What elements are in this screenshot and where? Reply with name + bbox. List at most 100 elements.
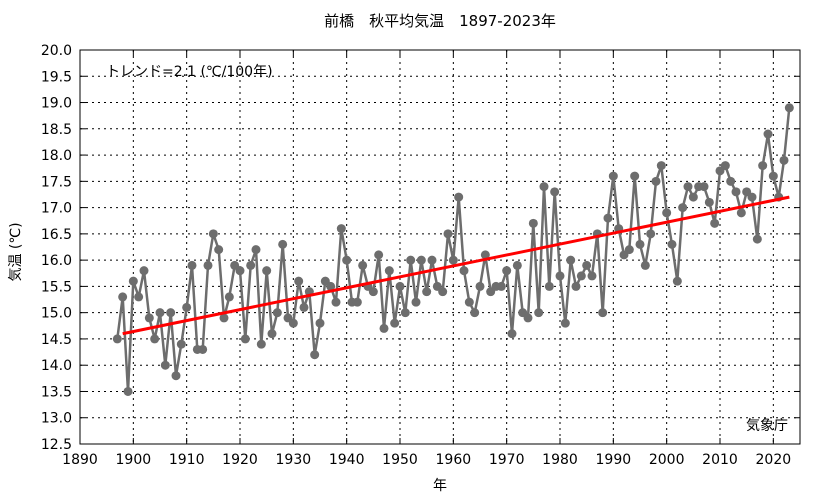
data-point <box>400 308 410 318</box>
x-axis-label: 年 <box>433 478 447 494</box>
data-point <box>166 308 176 318</box>
x-tick-label: 1990 <box>596 452 632 468</box>
data-point <box>144 313 154 323</box>
y-tick-label: 13.0 <box>41 411 72 427</box>
data-point <box>315 318 325 328</box>
data-point <box>187 260 197 270</box>
data-point <box>331 297 341 307</box>
data-point <box>678 203 688 213</box>
trend-annotation: トレンド=2.1 (℃/100年) <box>106 64 273 80</box>
data-point <box>656 161 666 171</box>
data-point <box>240 334 250 344</box>
data-point <box>688 192 698 202</box>
data-point <box>379 323 389 333</box>
data-point <box>758 161 768 171</box>
data-point <box>182 302 192 312</box>
data-point <box>422 287 432 297</box>
data-point <box>134 292 144 302</box>
data-point <box>128 276 138 286</box>
data-point <box>534 308 544 318</box>
data-point <box>262 266 272 276</box>
data-point <box>123 386 133 396</box>
data-point <box>667 239 677 249</box>
x-tick-label: 1940 <box>329 452 365 468</box>
data-point <box>587 271 597 281</box>
data-point <box>299 302 309 312</box>
data-point <box>246 260 256 270</box>
data-point <box>720 161 730 171</box>
trend-line <box>122 195 790 336</box>
data-point <box>214 245 224 255</box>
data-point <box>336 224 346 234</box>
data-point <box>406 255 416 265</box>
data-point <box>251 245 261 255</box>
data-point <box>736 208 746 218</box>
y-tick-label: 15.0 <box>41 306 72 322</box>
data-point <box>699 182 709 192</box>
data-point <box>112 334 122 344</box>
x-tick-label: 1960 <box>436 452 472 468</box>
x-tick-label: 2000 <box>649 452 685 468</box>
data-point <box>310 350 320 360</box>
data-point <box>566 255 576 265</box>
data-point <box>598 308 608 318</box>
y-tick-label: 12.5 <box>41 437 72 453</box>
data-point <box>528 218 538 228</box>
data-point <box>630 171 640 181</box>
data-point <box>219 313 229 323</box>
data-point <box>512 260 522 270</box>
data-point <box>523 313 533 323</box>
data-point <box>118 292 128 302</box>
data-point <box>763 129 773 139</box>
data-point <box>651 176 661 186</box>
data-point <box>352 297 362 307</box>
x-tick-label: 1890 <box>62 452 98 468</box>
data-point <box>198 344 208 354</box>
x-axis: 1890 1900 1910 1920 1930 1940 1950 1960 1970 1980… <box>62 50 791 468</box>
data-point <box>608 171 618 181</box>
data-point <box>779 155 789 165</box>
data-point <box>443 229 453 239</box>
data-point <box>374 250 384 260</box>
y-tick-label: 16.5 <box>41 227 72 243</box>
x-tick-label: 1980 <box>542 452 578 468</box>
x-tick-label: 1910 <box>169 452 205 468</box>
x-tick-label: 1930 <box>276 452 312 468</box>
trend-series <box>122 195 790 336</box>
data-point <box>176 339 186 349</box>
data-point <box>342 255 352 265</box>
data-point <box>459 266 469 276</box>
data-point <box>139 266 149 276</box>
data-point <box>368 287 378 297</box>
data-point <box>150 334 160 344</box>
data-point <box>278 239 288 249</box>
data-point <box>267 329 277 339</box>
data-point <box>272 308 282 318</box>
y-tick-label: 14.0 <box>41 358 72 374</box>
data-point <box>560 318 570 328</box>
data-point <box>160 360 170 370</box>
x-tick-label: 2010 <box>702 452 738 468</box>
x-tick-label: 1950 <box>382 452 418 468</box>
data-point <box>752 234 762 244</box>
data-point <box>662 208 672 218</box>
data-point <box>726 176 736 186</box>
credit-text: 気象庁 <box>746 418 788 434</box>
y-tick-label: 17.5 <box>41 174 72 190</box>
x-tick-label: 1920 <box>222 452 258 468</box>
data-point <box>502 266 512 276</box>
y-tick-label: 15.5 <box>41 279 72 295</box>
data-point <box>464 297 474 307</box>
data-point <box>438 287 448 297</box>
data-point <box>747 192 757 202</box>
data-point <box>326 281 336 291</box>
data-point <box>416 255 426 265</box>
data-point <box>448 255 458 265</box>
data-point <box>390 318 400 328</box>
plot-frame <box>79 49 801 445</box>
data-point <box>203 260 213 270</box>
data-point <box>646 229 656 239</box>
data-point <box>208 229 218 239</box>
data-point <box>395 281 405 291</box>
